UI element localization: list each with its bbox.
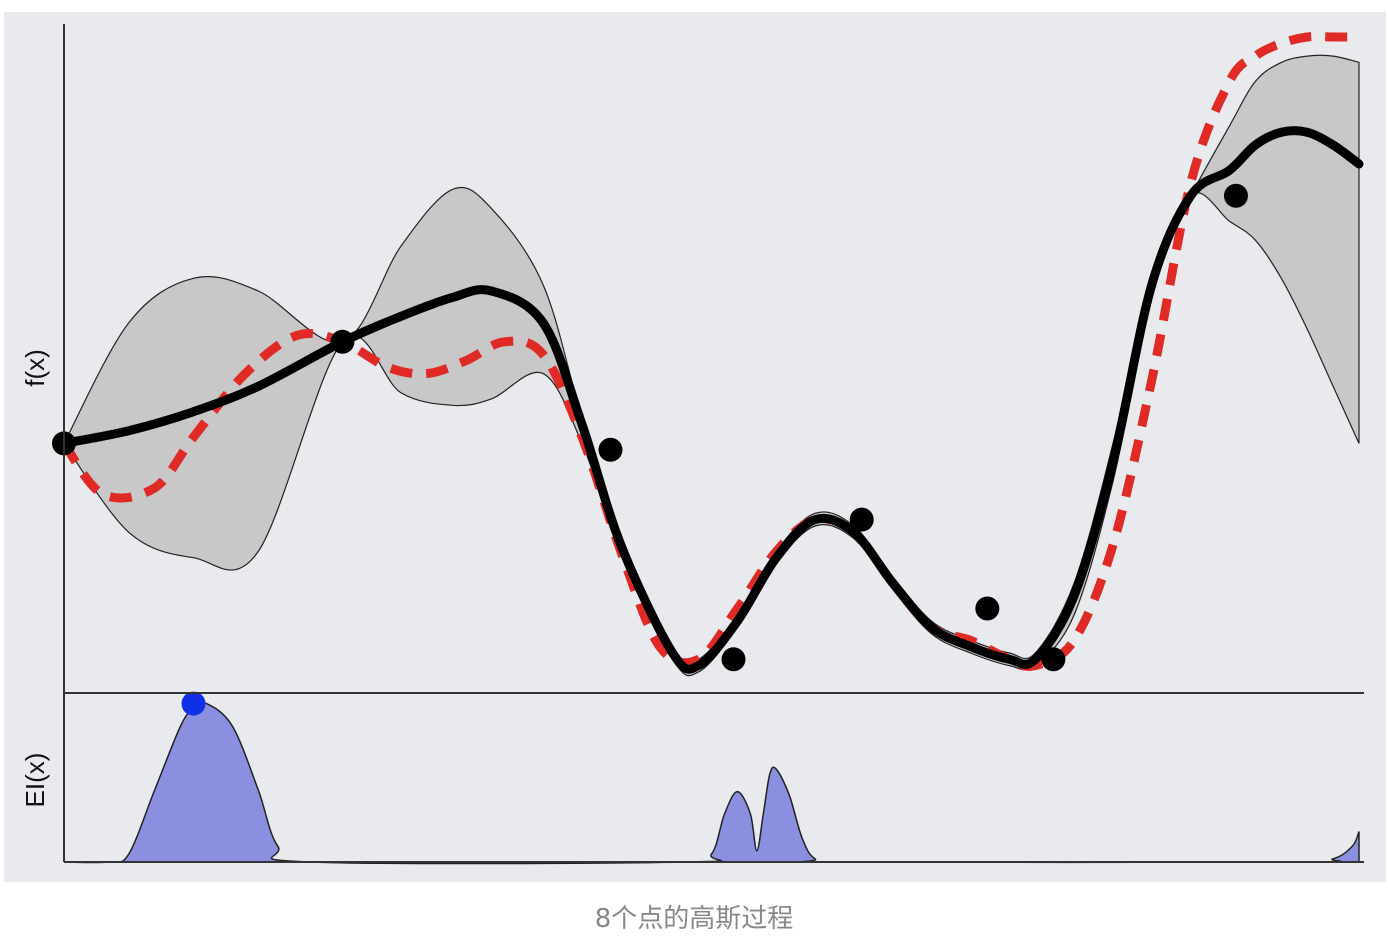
ei-axis-label: EI(x): [20, 753, 50, 808]
gp-figure: f(x) EI(x): [4, 12, 1386, 882]
fx-panel: [52, 32, 1364, 677]
observation-point: [849, 507, 874, 532]
observation-point: [330, 329, 355, 354]
figure-caption: 8个点的高斯过程: [594, 904, 794, 934]
posterior-mean-line: [59, 126, 1364, 674]
axes: [63, 24, 1364, 863]
fx-axis-label: f(x): [20, 349, 50, 387]
observation-point: [721, 647, 746, 672]
ei-max-point: [181, 691, 206, 716]
observation-point: [1223, 183, 1248, 208]
observation-point: [1041, 647, 1066, 672]
gp-chart: f(x) EI(x): [4, 12, 1386, 882]
observation-point: [975, 596, 1000, 621]
observation-point: [598, 437, 623, 462]
